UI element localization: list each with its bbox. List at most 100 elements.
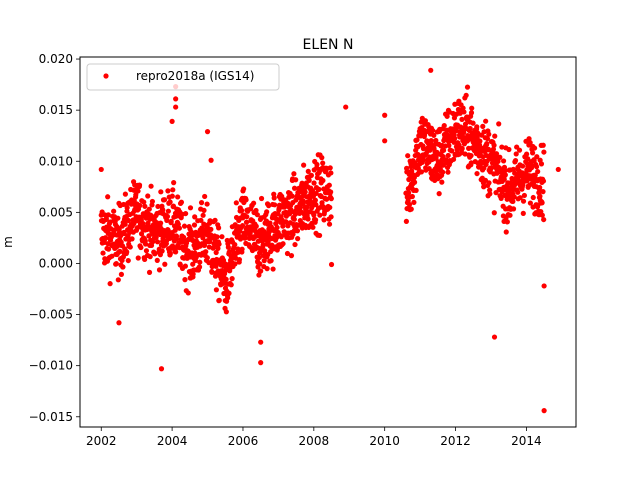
- data-point: [539, 212, 545, 218]
- data-point: [196, 264, 203, 270]
- data-point: [167, 199, 173, 205]
- data-point: [225, 244, 231, 250]
- data-point: [449, 148, 455, 154]
- data-point: [192, 214, 198, 220]
- data-point: [420, 157, 426, 163]
- data-point: [142, 241, 149, 247]
- data-point: [254, 212, 260, 218]
- data-point: [185, 290, 191, 296]
- data-point: [490, 146, 497, 152]
- data-point: [124, 205, 130, 211]
- data-point: [178, 199, 185, 205]
- y-tick-label: 0.000: [39, 256, 73, 270]
- data-point: [146, 269, 153, 275]
- data-point: [136, 182, 143, 188]
- data-point: [305, 168, 311, 174]
- data-point: [239, 223, 246, 229]
- data-point: [452, 135, 458, 142]
- data-point: [491, 210, 497, 216]
- data-point: [408, 206, 414, 212]
- data-point-outlier: [173, 96, 179, 102]
- data-point: [165, 208, 171, 214]
- data-point: [241, 186, 247, 192]
- data-point: [148, 183, 154, 189]
- data-point-outlier: [98, 166, 104, 173]
- data-point: [474, 170, 480, 177]
- data-point: [274, 224, 280, 231]
- data-point: [313, 217, 319, 223]
- data-point: [408, 164, 414, 170]
- data-point: [456, 142, 462, 148]
- data-point: [498, 195, 504, 202]
- data-point: [135, 255, 141, 261]
- data-point: [317, 212, 323, 218]
- data-point: [268, 258, 274, 264]
- data-point: [316, 232, 323, 239]
- data-point: [223, 276, 229, 282]
- data-point: [483, 152, 489, 159]
- y-tick-label: 0.020: [39, 52, 73, 66]
- data-point-outlier: [208, 157, 214, 163]
- data-point: [293, 177, 299, 183]
- data-point: [271, 191, 277, 197]
- data-point: [239, 246, 245, 252]
- data-point: [503, 229, 509, 235]
- data-point: [261, 258, 267, 264]
- axes-frame: [79, 56, 577, 428]
- data-point: [181, 234, 187, 240]
- data-point: [520, 163, 526, 169]
- data-point: [413, 187, 419, 193]
- data-point: [521, 192, 528, 199]
- data-point: [113, 261, 119, 267]
- data-point: [302, 189, 308, 195]
- data-point: [311, 212, 317, 218]
- data-point: [468, 153, 474, 159]
- data-point: [265, 239, 271, 245]
- data-point: [319, 155, 325, 161]
- data-point: [445, 152, 451, 159]
- data-point: [154, 257, 160, 263]
- data-point: [172, 227, 178, 233]
- data-point: [170, 187, 176, 193]
- data-point: [253, 223, 259, 229]
- data-points: [98, 67, 561, 414]
- data-point: [271, 195, 277, 201]
- data-point: [486, 180, 492, 186]
- data-point-outlier: [328, 261, 335, 268]
- data-point: [103, 216, 109, 222]
- data-point: [314, 161, 320, 168]
- data-point-outlier: [169, 118, 175, 124]
- data-point: [216, 225, 222, 231]
- data-point: [283, 219, 289, 225]
- data-point: [468, 160, 474, 166]
- data-point: [539, 200, 545, 206]
- data-point: [403, 218, 409, 224]
- data-point: [496, 121, 502, 127]
- data-point: [467, 125, 473, 132]
- data-point: [105, 212, 111, 218]
- data-point: [430, 127, 436, 134]
- data-point: [111, 208, 117, 214]
- data-point: [137, 202, 143, 209]
- data-point: [176, 225, 183, 231]
- data-point: [422, 118, 429, 124]
- data-point: [169, 193, 175, 199]
- data-point-outlier: [491, 334, 498, 340]
- data-point: [272, 202, 278, 208]
- data-point: [534, 154, 540, 160]
- data-point: [516, 147, 523, 153]
- data-point: [512, 157, 519, 164]
- data-point: [270, 266, 276, 272]
- data-point: [524, 151, 530, 157]
- data-point: [460, 105, 466, 111]
- data-point: [301, 162, 307, 168]
- data-point: [190, 261, 196, 267]
- data-point: [541, 216, 547, 223]
- data-point: [213, 287, 219, 293]
- data-point: [487, 187, 493, 193]
- data-point: [420, 146, 427, 152]
- data-point: [142, 203, 148, 209]
- data-point: [474, 124, 480, 130]
- data-point: [291, 185, 298, 191]
- data-point: [264, 209, 270, 215]
